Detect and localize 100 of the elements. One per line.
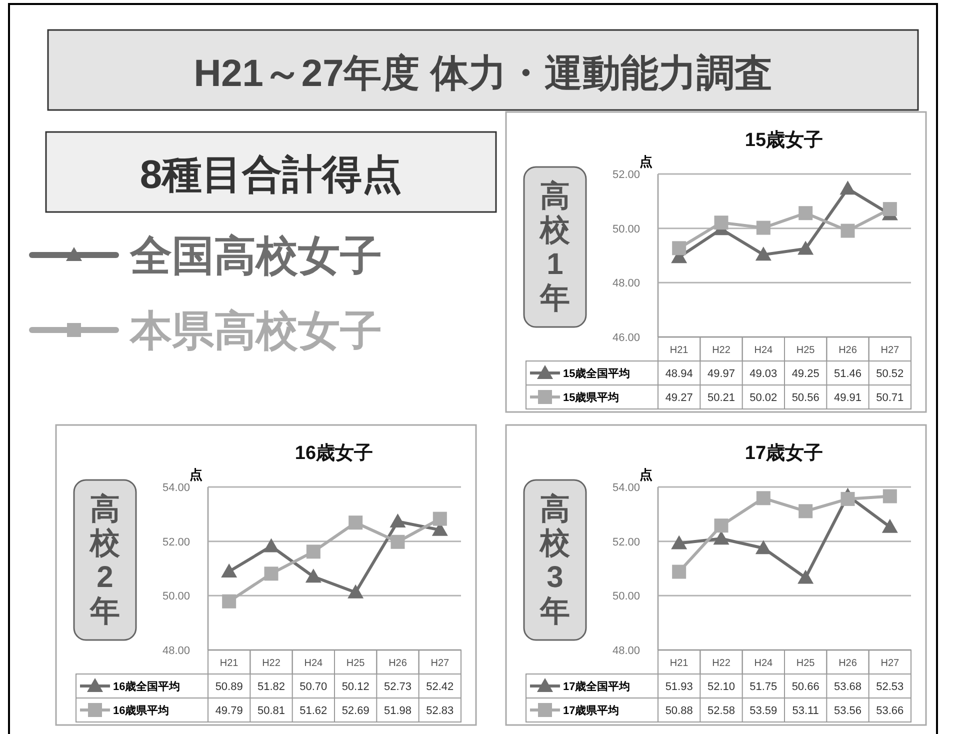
point <box>672 241 686 256</box>
point <box>671 535 688 550</box>
data-label: 50.12 <box>342 681 370 693</box>
data-label: 53.56 <box>834 705 862 717</box>
data-label: 50.56 <box>792 392 820 404</box>
point <box>756 491 770 506</box>
point <box>755 246 772 261</box>
data-label: 51.75 <box>750 681 778 693</box>
point <box>840 492 855 506</box>
point <box>756 220 770 235</box>
point <box>390 514 406 528</box>
point <box>755 540 772 554</box>
point <box>882 518 898 533</box>
data-label: 48.94 <box>665 368 693 380</box>
y-tick-label: 50.00 <box>612 590 640 603</box>
y-tick-label: 52.00 <box>162 536 190 548</box>
data-label: 50.71 <box>876 392 904 404</box>
point <box>714 518 728 533</box>
x-tick-label: H22 <box>712 345 731 356</box>
point <box>390 534 405 549</box>
point <box>714 216 728 230</box>
y-axis-title: 点 <box>640 154 652 169</box>
data-label: 49.25 <box>792 368 820 380</box>
data-label: 50.89 <box>215 681 243 693</box>
x-tick-label: H24 <box>754 345 774 356</box>
data-label: 49.79 <box>215 705 243 717</box>
point <box>222 594 236 608</box>
point <box>221 563 238 578</box>
legend-label: 16歳県平均 <box>113 704 170 717</box>
point <box>840 224 855 238</box>
data-label: 53.66 <box>876 705 904 717</box>
y-tick-label: 48.00 <box>612 278 640 290</box>
data-label: 51.93 <box>665 681 693 693</box>
point <box>348 584 364 598</box>
legend-label: 15歳全国平均 <box>563 367 630 380</box>
x-tick-label: H24 <box>304 658 324 669</box>
chart-title: 17歳女子 <box>744 442 824 464</box>
point <box>432 512 447 526</box>
point <box>713 530 730 545</box>
data-label: 51.46 <box>834 368 862 380</box>
data-label: 50.02 <box>750 392 778 404</box>
text: 本県高校女子 <box>129 307 382 354</box>
point <box>672 564 686 579</box>
text: 高校1年 <box>539 179 571 315</box>
x-tick-label: H27 <box>880 658 900 669</box>
y-tick-label: 54.00 <box>162 482 190 494</box>
data-label: 52.58 <box>707 705 736 717</box>
y-axis-title: 点 <box>190 467 202 482</box>
data-label: 51.62 <box>300 705 328 717</box>
point <box>840 180 856 195</box>
legend-label: 15歳県平均 <box>563 391 620 404</box>
x-tick-label: H26 <box>838 658 858 669</box>
y-tick-label: 48.00 <box>612 645 640 657</box>
data-label: 52.83 <box>426 705 454 717</box>
point <box>798 504 813 518</box>
text: 高校2年 <box>89 492 121 628</box>
y-tick-label: 54.00 <box>612 482 640 494</box>
point <box>263 538 280 552</box>
x-tick-label: H27 <box>430 658 450 669</box>
point <box>305 568 322 583</box>
data-label: 52.69 <box>342 705 370 717</box>
data-label: 52.53 <box>876 681 904 693</box>
x-tick-label: H22 <box>262 658 281 669</box>
point <box>348 516 363 530</box>
x-tick-label: H22 <box>712 658 731 669</box>
chart-title: 16歳女子 <box>294 442 374 464</box>
data-label: 52.42 <box>426 681 454 693</box>
data-label: 53.11 <box>792 705 819 717</box>
y-axis-title: 点 <box>640 467 652 482</box>
y-tick-label: 52.00 <box>612 536 640 548</box>
x-tick-label: H21 <box>220 658 239 669</box>
data-label: 50.52 <box>876 368 904 380</box>
x-tick-label: H26 <box>388 658 408 669</box>
text: H21～27年度 体力・運動能力調査 <box>194 52 772 95</box>
x-tick-label: H25 <box>346 658 366 669</box>
y-tick-label: 48.00 <box>162 645 190 657</box>
text: 全国高校女子 <box>129 232 382 279</box>
point <box>798 570 814 584</box>
point <box>882 489 897 504</box>
x-tick-label: H27 <box>880 345 900 356</box>
data-label: 51.98 <box>384 705 412 717</box>
data-label: 52.73 <box>384 681 412 693</box>
point <box>882 202 897 216</box>
data-label: 51.82 <box>257 681 286 693</box>
data-label: 49.97 <box>707 368 736 380</box>
x-tick-label: H25 <box>796 658 816 669</box>
point <box>798 240 814 255</box>
data-label: 53.68 <box>834 681 862 693</box>
legend-label: 17歳県平均 <box>563 704 620 717</box>
y-tick-label: 50.00 <box>612 223 640 236</box>
y-tick-label: 52.00 <box>612 169 640 181</box>
y-tick-label: 46.00 <box>612 332 640 344</box>
y-tick-label: 50.00 <box>162 590 190 603</box>
data-label: 50.70 <box>300 681 328 693</box>
data-label: 52.10 <box>707 681 736 693</box>
point <box>264 566 278 581</box>
legend-label: 16歳全国平均 <box>113 680 180 693</box>
data-label: 50.66 <box>792 681 820 693</box>
data-label: 49.91 <box>834 392 862 404</box>
data-label: 49.03 <box>750 368 778 380</box>
